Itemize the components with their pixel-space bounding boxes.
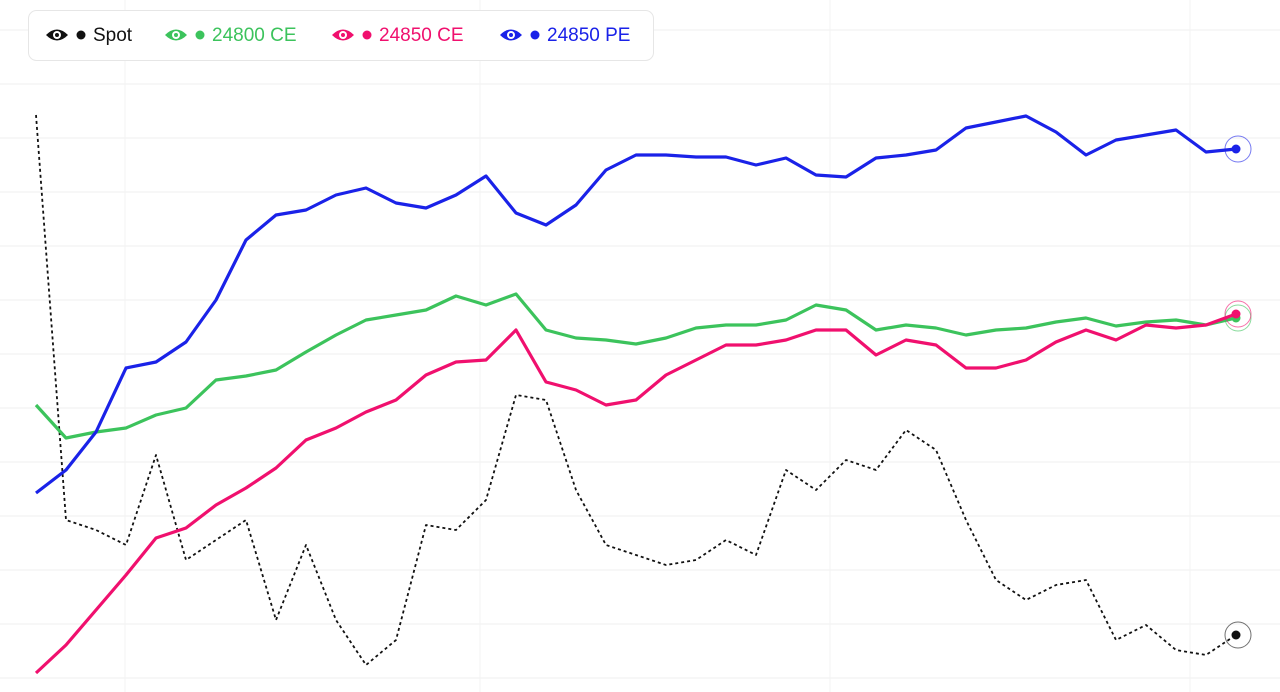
- eye-pupil-center: [55, 33, 59, 37]
- eye-pupil-center: [509, 33, 513, 37]
- legend-label: Spot: [93, 25, 133, 46]
- legend-dot: [362, 30, 372, 40]
- end-halo: [1224, 621, 1252, 649]
- legend-item[interactable]: 24850 PE: [500, 25, 630, 46]
- end-point: [1231, 144, 1241, 154]
- plot: [34, 114, 1252, 675]
- series-line: [35, 114, 1237, 495]
- legend-label: 24800 CE: [212, 25, 297, 46]
- legend-dot: [530, 30, 540, 40]
- legend-item[interactable]: 24850 CE: [332, 25, 464, 46]
- series-line: [34, 292, 1237, 440]
- legend-dot: [76, 30, 86, 40]
- legend-item[interactable]: 24800 CE: [165, 25, 297, 46]
- legend-label: 24850 PE: [547, 25, 630, 46]
- legend-item[interactable]: Spot: [46, 25, 133, 46]
- series-line: [35, 114, 1237, 666]
- legend-dot: [195, 30, 205, 40]
- end-point: [1231, 630, 1241, 640]
- eye-pupil-center: [341, 33, 345, 37]
- legend: Spot 24800 CE 24850 CE 24850 PE: [46, 25, 630, 46]
- series-line: [34, 312, 1237, 675]
- end-halo: [1224, 135, 1252, 163]
- end-halo: [1224, 300, 1252, 328]
- end-point: [1231, 309, 1241, 319]
- eye-pupil-center: [174, 33, 178, 37]
- legend-label: 24850 CE: [379, 25, 464, 46]
